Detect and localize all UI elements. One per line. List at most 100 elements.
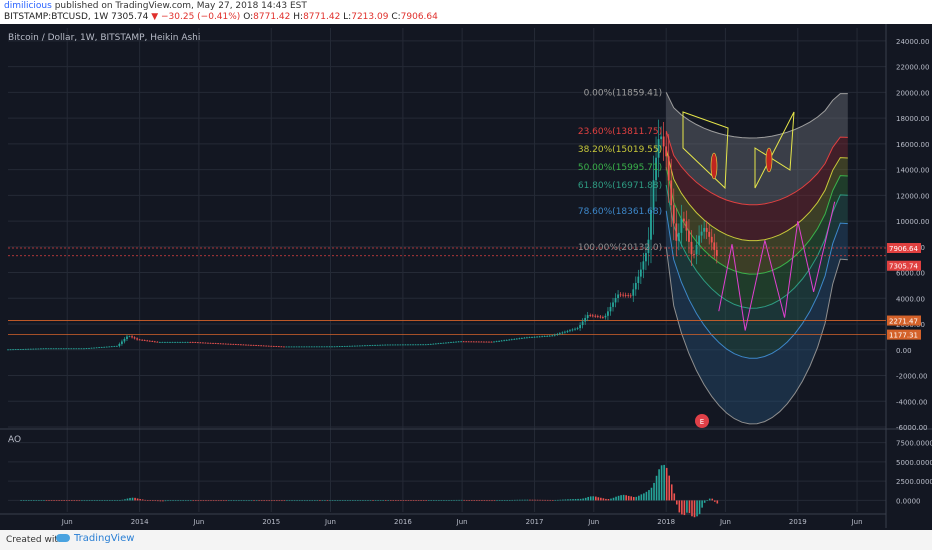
tradingview-brand[interactable]: TradingView: [56, 533, 134, 544]
ao-bar: [314, 500, 316, 502]
candle: [184, 342, 187, 343]
ao-bar: [615, 496, 617, 501]
ao-bar: [458, 499, 460, 501]
ao-bar: [344, 500, 346, 501]
candle: [255, 345, 257, 346]
ao-bar: [354, 500, 357, 501]
fib-line-6[interactable]: [665, 246, 848, 425]
candle: [391, 344, 394, 346]
candle: [591, 315, 594, 317]
fib-line-2[interactable]: [665, 148, 848, 242]
candle: [333, 346, 336, 348]
candle: [27, 348, 30, 350]
ao-bar: [481, 500, 483, 501]
ao-bar: [124, 499, 126, 501]
projection-line[interactable]: [718, 201, 836, 331]
ao-bar: [265, 500, 268, 502]
candle: [105, 346, 108, 348]
candle: [346, 345, 349, 347]
ao-bar: [65, 500, 68, 501]
ao-bar: [179, 500, 182, 502]
ao-bar: [167, 500, 169, 502]
candle: [65, 348, 68, 350]
candle: [141, 339, 144, 341]
ao-axis[interactable]: 7500.0000 5000.0000 2500.0000 0.0000: [896, 440, 932, 506]
time-tick: Jun: [851, 518, 863, 526]
candle: [214, 343, 217, 344]
ao-bar: [78, 500, 81, 502]
candle: [308, 346, 311, 348]
ao-bar: [660, 465, 663, 501]
ao-bar: [488, 500, 491, 502]
earnings-marker[interactable]: E: [695, 414, 709, 428]
ao-bar: [701, 500, 703, 508]
ao-bar: [154, 500, 157, 502]
candle: [657, 139, 660, 158]
fib-zone-4: [666, 185, 848, 359]
ao-bar: [521, 499, 524, 501]
fib-zone-1: [666, 131, 848, 241]
price-tick: 18000.00: [896, 115, 929, 123]
chart-canvas[interactable]: E Bitcoin / Dollar, 1W, BITSTAMP, Heikin…: [0, 24, 932, 530]
candle: [528, 337, 531, 339]
ao-bar: [407, 500, 410, 501]
candle: [672, 205, 675, 224]
candle: [303, 346, 306, 348]
event-marker-icon[interactable]: [695, 414, 709, 428]
candle: [432, 343, 435, 345]
fib-labels: 0.00%(11859.41) 23.60%(13811.75) 38.20%(15…: [578, 88, 662, 252]
candle: [670, 180, 673, 206]
price-tick: -6000.00: [896, 424, 927, 432]
chart-background: [0, 24, 932, 530]
candle: [265, 345, 268, 347]
publish-header: dimilicious published on TradingView.com…: [0, 0, 932, 24]
fib-line-5[interactable]: [665, 210, 848, 359]
candle: [485, 341, 488, 343]
candle: [498, 340, 500, 342]
ao-bar: [498, 500, 501, 501]
candle: [315, 346, 318, 348]
candle: [369, 345, 371, 347]
candle: [710, 236, 713, 243]
fib-line-1[interactable]: [665, 130, 848, 206]
ao-bar: [554, 499, 557, 501]
fib-line-0[interactable]: [665, 92, 848, 139]
candle: [164, 342, 166, 343]
candle: [503, 340, 506, 342]
ao-bar: [192, 500, 195, 502]
ao-bar: [210, 500, 212, 502]
candle: [477, 341, 480, 343]
candle: [138, 339, 141, 341]
candle: [627, 295, 630, 297]
candle: [612, 302, 614, 307]
ao-bar: [119, 500, 121, 501]
ao-bar: [503, 500, 506, 501]
ao-bar: [76, 500, 78, 502]
fib-zone-5: [666, 210, 848, 424]
ao-bar: [336, 500, 339, 502]
candle: [561, 332, 564, 334]
candle: [110, 346, 113, 348]
ao-bar: [460, 499, 463, 501]
time-axis[interactable]: Jun 2014 Jun 2015 Jun 2016 Jun 2017 Jun 2018 Jun 20…: [61, 518, 863, 526]
candle: [677, 232, 680, 241]
candle: [566, 331, 569, 332]
candle: [133, 337, 136, 339]
candle: [642, 261, 645, 270]
time-tick: Jun: [61, 518, 73, 526]
ao-bar: [106, 500, 109, 501]
candle: [318, 346, 321, 348]
ao-bar: [703, 500, 706, 503]
candle: [331, 346, 333, 348]
ao-bar: [164, 500, 167, 502]
candle: [358, 345, 361, 347]
down-arrow-icon: ▼: [151, 12, 159, 22]
ao-bar: [268, 500, 271, 502]
ao-bar: [111, 500, 114, 501]
author-link[interactable]: dimilicious: [4, 1, 52, 11]
candle: [510, 339, 513, 341]
candle: [639, 269, 642, 277]
ao-bar: [238, 500, 240, 502]
candle: [703, 227, 706, 232]
ao-bar: [73, 500, 76, 502]
